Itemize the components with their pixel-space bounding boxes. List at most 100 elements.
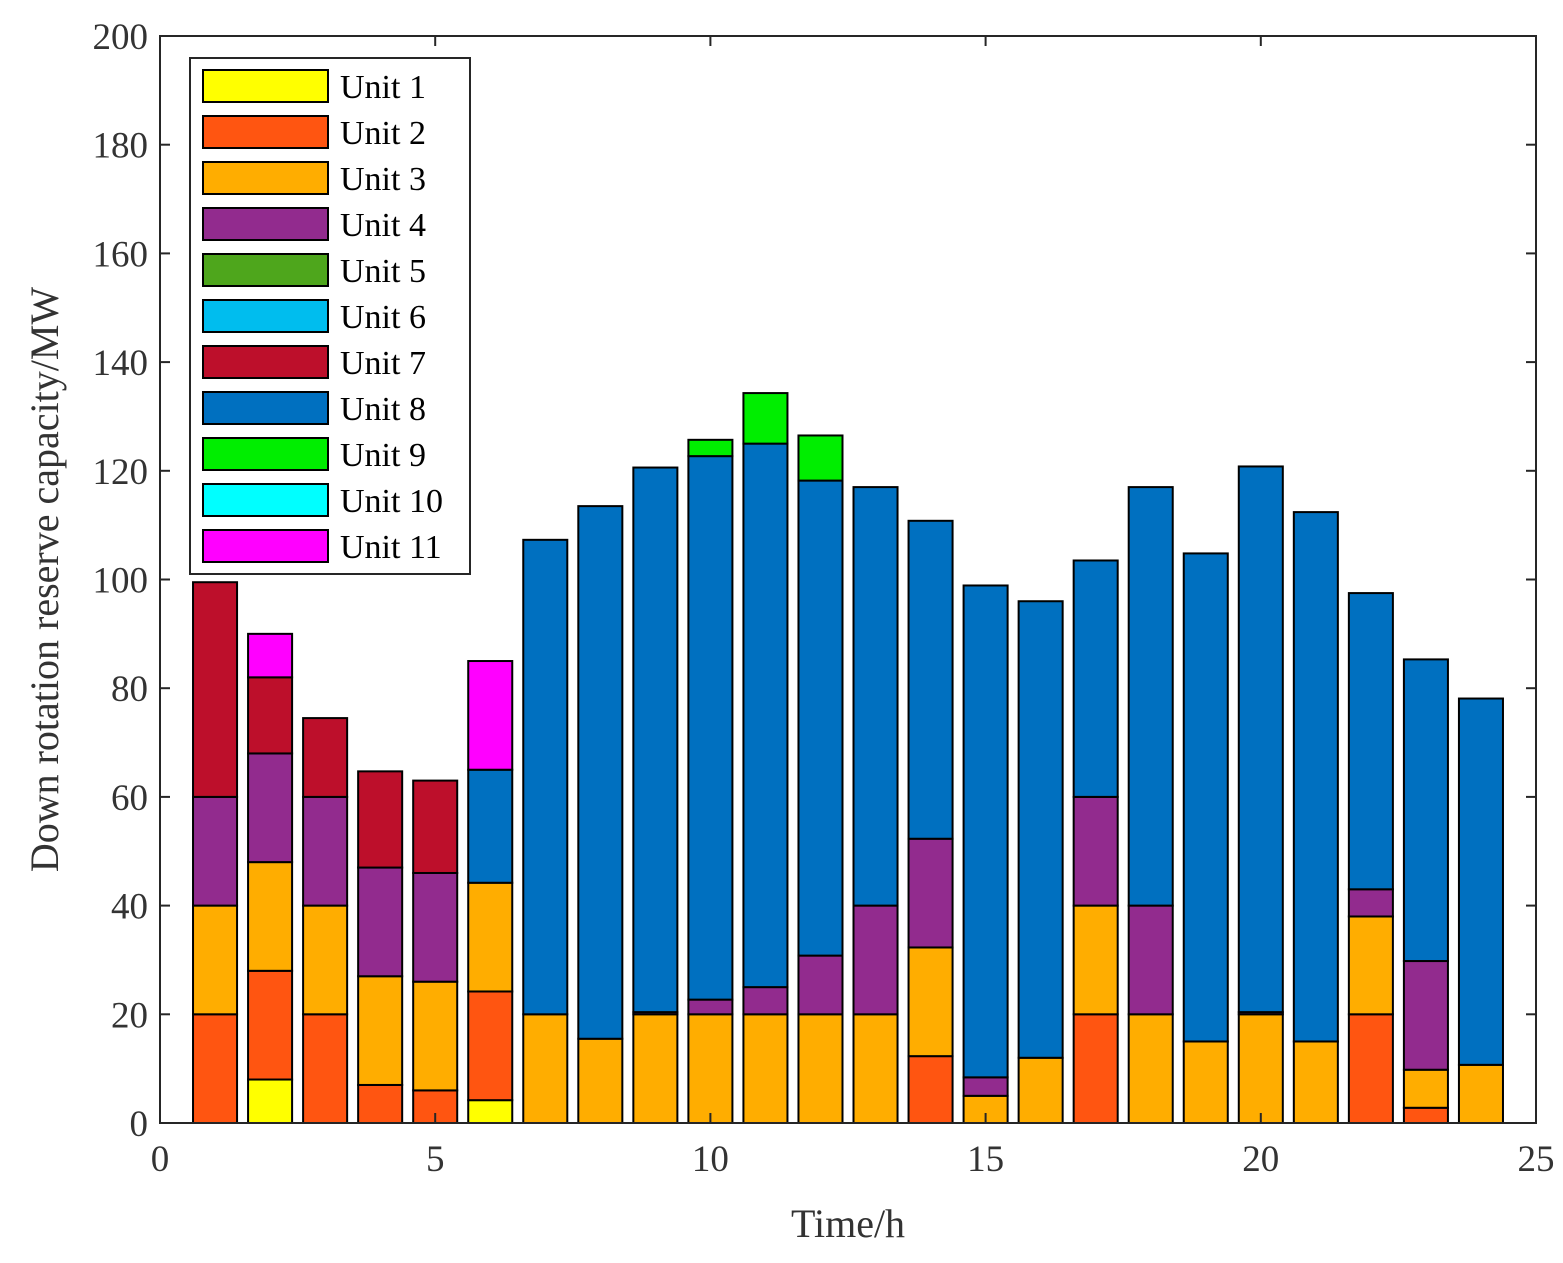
bar-segment-unit-8-t12 [797, 479, 844, 957]
bar-segment-unit-3-t5 [412, 980, 459, 1092]
bar-segment-unit-4-t23 [1402, 960, 1449, 1071]
bar-segment-unit-2-t17 [1072, 1013, 1119, 1124]
x-axis-title: Time/h [791, 1201, 905, 1246]
bar-segment-unit-2-t2 [247, 969, 294, 1081]
bar-segment-unit-4-t14 [907, 837, 954, 949]
axis-ticks: 0 5 10 15 20 25 0 20 40 60 80 100 120 140 160 180 200 [93, 17, 1555, 1180]
bar-segment-unit-3-t19 [1182, 1040, 1229, 1124]
legend-label-unit-11: Unit 11 [340, 529, 442, 566]
bar-segment-unit-4-t17 [1072, 795, 1119, 907]
bar-segment-unit-2-t4 [357, 1083, 404, 1124]
bar-segment-unit-2-t14 [907, 1055, 954, 1125]
bar-segment-unit-4-t15 [962, 1076, 1009, 1097]
bar-segment-unit-9-t12 [797, 434, 844, 482]
bar-segment-unit-4-t1 [192, 795, 239, 907]
bar-segment-unit-8-t18 [1127, 486, 1174, 907]
bar-segment-unit-8-t9 [632, 466, 679, 1014]
bar-segment-unit-7-t5 [412, 779, 459, 874]
bar-segment-unit-8-t11 [742, 442, 789, 989]
y-tick-label: 100 [93, 561, 149, 602]
bar-segment-unit-9-t10 [687, 438, 734, 458]
bar-segment-unit-8-t19 [1182, 552, 1229, 1043]
x-tick-label: 15 [967, 1139, 1004, 1180]
bar-segment-unit-8-t13 [852, 486, 899, 907]
bar-segment-unit-3-t22 [1347, 915, 1394, 1016]
bar-segment-unit-8-t6 [467, 768, 514, 884]
bar-segment-unit-1-t6 [467, 1099, 514, 1124]
y-tick-label: 140 [93, 343, 149, 384]
bar-segment-unit-8-t17 [1072, 559, 1119, 798]
bar-segment-unit-4-t3 [302, 795, 349, 907]
bar-segment-unit-7-t2 [247, 676, 294, 755]
legend-label-unit-4: Unit 4 [340, 207, 426, 244]
legend-label-unit-2: Unit 2 [340, 115, 426, 152]
bar-segment-unit-4-t4 [357, 866, 404, 978]
bar-segment-unit-9-t11 [742, 392, 789, 445]
legend-label-unit-8: Unit 8 [340, 391, 426, 428]
x-tick-label: 0 [151, 1139, 170, 1180]
bar-segment-unit-11-t6 [467, 660, 514, 771]
legend: Unit 1 Unit 2 Unit 3 Unit 4 Unit 5 Unit 6 Unit… [189, 57, 471, 575]
x-tick-label: 25 [1518, 1139, 1555, 1180]
y-tick-label: 180 [93, 126, 149, 167]
legend-label-unit-10: Unit 10 [340, 483, 443, 520]
bar-segment-unit-4-t12 [797, 954, 844, 1016]
legend-swatch-unit-2 [202, 115, 329, 149]
legend-label-unit-1: Unit 1 [340, 69, 426, 106]
bar-segment-unit-3-t23 [1402, 1068, 1449, 1109]
bar-segment-unit-3-t21 [1292, 1040, 1339, 1124]
bar-segment-unit-1-t2 [247, 1078, 294, 1125]
legend-swatch-unit-6 [202, 299, 329, 333]
legend-swatch-unit-10 [202, 483, 329, 517]
bar-segment-unit-3-t12 [797, 1013, 844, 1124]
bar-segment-unit-3-t18 [1127, 1013, 1174, 1124]
bar-segment-unit-8-t20 [1237, 465, 1284, 1014]
bar-segment-unit-7-t4 [357, 770, 404, 869]
bar-segment-unit-8-t8 [577, 505, 624, 1040]
bar-segment-unit-8-t24 [1457, 697, 1504, 1066]
bar-segment-unit-4-t2 [247, 752, 294, 864]
y-tick-label: 200 [93, 17, 149, 58]
y-tick-label: 80 [111, 669, 148, 710]
bar-segment-unit-2-t22 [1347, 1013, 1394, 1124]
bar-segment-unit-4-t5 [412, 871, 459, 983]
legend-label-unit-9: Unit 9 [340, 437, 426, 474]
legend-swatch-unit-4 [202, 207, 329, 241]
bar-segment-unit-7-t3 [302, 717, 349, 798]
bar-segment-unit-3-t9 [632, 1013, 679, 1124]
bar-segment-unit-4-t22 [1347, 888, 1394, 918]
bar-segment-unit-3-t24 [1457, 1063, 1504, 1124]
x-tick-label: 5 [426, 1139, 445, 1180]
legend-swatch-unit-9 [202, 437, 329, 471]
bar-segment-unit-3-t14 [907, 946, 954, 1058]
legend-swatch-unit-3 [202, 161, 329, 195]
bar-segment-unit-8-t16 [1017, 600, 1064, 1059]
bar-segment-unit-3-t4 [357, 975, 404, 1086]
x-tick-label: 10 [692, 1139, 729, 1180]
legend-swatch-unit-11 [202, 529, 329, 563]
legend-label-unit-3: Unit 3 [340, 161, 426, 198]
bar-segment-unit-8-t10 [687, 455, 734, 1001]
y-tick-label: 0 [130, 1104, 149, 1145]
legend-label-unit-5: Unit 5 [340, 253, 426, 290]
bar-segment-unit-3-t1 [192, 904, 239, 1016]
y-tick-label: 40 [111, 887, 148, 928]
bar-segment-unit-3-t11 [742, 1013, 789, 1124]
bar-segment-unit-2-t1 [192, 1013, 239, 1124]
bar-segment-unit-8-t15 [962, 584, 1009, 1079]
y-tick-label: 20 [111, 995, 148, 1036]
bar-segment-unit-3-t17 [1072, 904, 1119, 1016]
bar-segment-unit-3-t16 [1017, 1056, 1064, 1125]
bar-segment-unit-4-t13 [852, 904, 899, 1016]
bar-group [192, 392, 1504, 1125]
bar-segment-unit-3-t10 [687, 1013, 734, 1124]
bar-segment-unit-11-t2 [247, 632, 294, 679]
bar-segment-unit-3-t20 [1237, 1013, 1284, 1124]
bar-segment-unit-4-t18 [1127, 904, 1174, 1016]
legend-swatch-unit-7 [202, 345, 329, 379]
bar-segment-unit-2-t23 [1402, 1106, 1449, 1124]
y-axis-title: Down rotation reserve capacity/MW [22, 287, 67, 873]
bar-segment-unit-2-t6 [467, 990, 514, 1102]
bar-segment-unit-8-t22 [1347, 592, 1394, 891]
